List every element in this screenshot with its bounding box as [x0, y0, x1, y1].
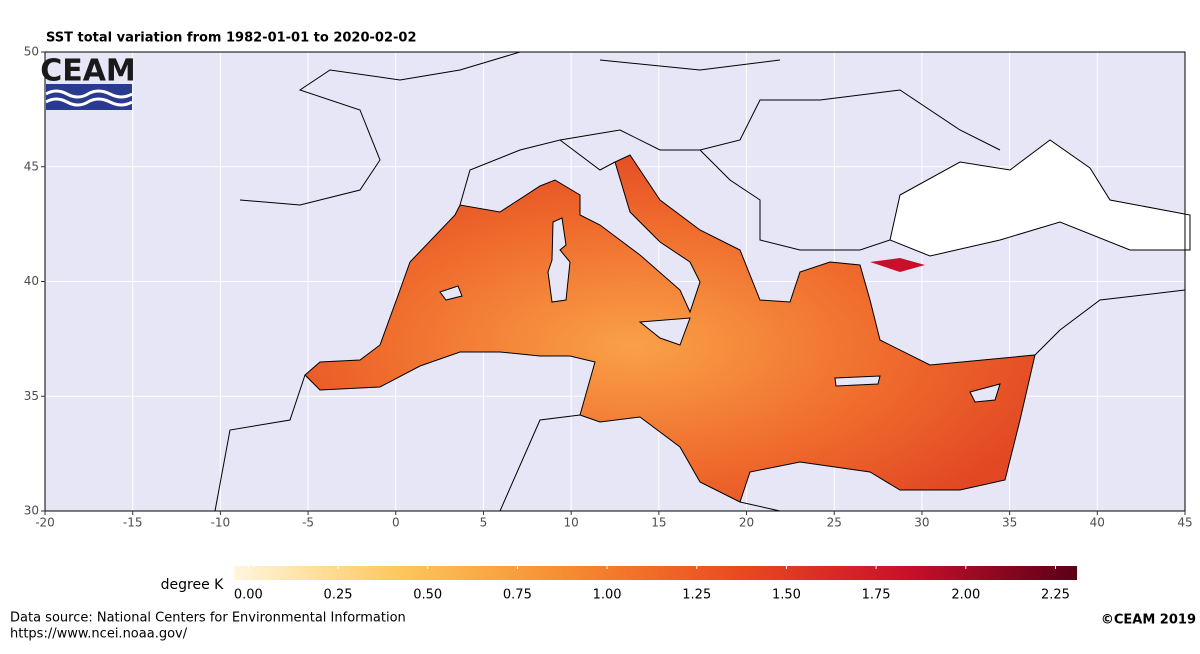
x-tick-label: 20 [739, 516, 754, 530]
hot-spot [870, 258, 925, 272]
logo-wave-lines [45, 89, 133, 107]
x-tick-label: 15 [651, 516, 666, 530]
sicily [638, 317, 691, 346]
copyright: ©CEAM 2019 [1101, 613, 1196, 628]
colorbar-tick-label: 1.75 [862, 588, 891, 603]
x-tick-label: -15 [123, 516, 143, 530]
x-tick-label: 0 [392, 516, 400, 530]
logo-text: CEAM [40, 54, 136, 89]
cyprus [969, 383, 1001, 403]
colorbar-tick-label: 0.25 [324, 588, 353, 603]
corsica-sardinia [547, 217, 571, 303]
y-tick-label: 40 [24, 274, 39, 288]
colorbar-tick-label: 1.25 [682, 588, 711, 603]
colorbar-tick-label: 1.00 [593, 588, 622, 603]
map-title: SST total variation from 1982-01-01 to 2… [46, 31, 417, 46]
colorbar-tick-label: 0.75 [503, 588, 532, 603]
logo: CEAM [40, 54, 136, 110]
colorbar [234, 566, 1077, 580]
baleares [439, 285, 463, 301]
y-tick-label: 45 [24, 159, 39, 173]
colorbar-tick-label: 2.25 [1041, 588, 1070, 603]
colorbar-tick-label: 0.00 [234, 588, 263, 603]
x-tick-label: 45 [1177, 516, 1192, 530]
x-tick-label: -5 [302, 516, 314, 530]
x-tick-label: 35 [1002, 516, 1017, 530]
border [214, 51, 1186, 512]
x-tick-label: 25 [827, 516, 842, 530]
source-text: Data source: National Centers for Enviro… [10, 611, 406, 626]
crete [834, 375, 881, 387]
y-tick-label: 30 [24, 504, 39, 518]
source-url: https://www.ncei.noaa.gov/ [10, 627, 188, 642]
black-sea [889, 139, 1191, 257]
x-tick-label: 40 [1090, 516, 1105, 530]
map-layer [214, 51, 1191, 512]
x-tick-label: -10 [211, 516, 231, 530]
x-tick-label: 30 [914, 516, 929, 530]
y-tick-label: 50 [24, 45, 39, 59]
colorbar-tick-label: 0.50 [413, 588, 442, 603]
colorbar-tick-label: 2.00 [951, 588, 980, 603]
legend-title: degree K [161, 577, 225, 593]
colorbar-tick-label: 1.50 [772, 588, 801, 603]
x-tick-label: 5 [480, 516, 488, 530]
x-tick-label: 10 [564, 516, 579, 530]
x-tick-label: -20 [35, 516, 55, 530]
y-tick-label: 35 [24, 389, 39, 403]
